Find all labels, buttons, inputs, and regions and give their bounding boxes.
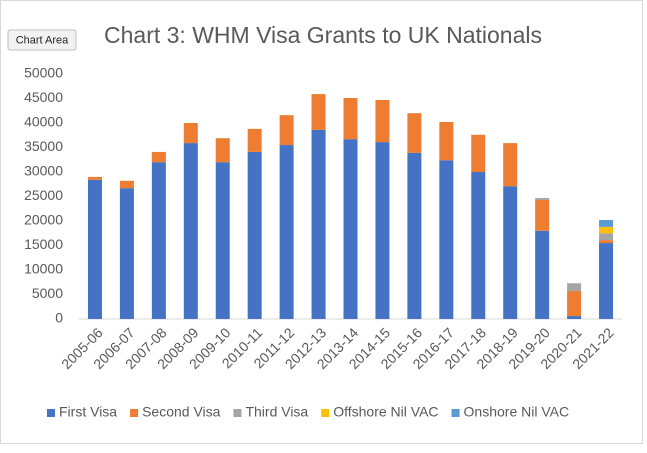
bar-segment [183, 123, 198, 144]
bar-segment [535, 199, 550, 231]
bar-segment [439, 122, 454, 161]
y-tick-label: 25000 [24, 187, 63, 203]
tooltip-box [7, 29, 77, 51]
bar-segment [151, 151, 166, 163]
legend-swatch [47, 409, 55, 417]
bar-segment [375, 99, 390, 143]
legend-label: Second Visa [142, 404, 221, 420]
bar-segment [471, 134, 486, 172]
y-tick-label: 45000 [24, 89, 63, 105]
bar-segment [311, 129, 326, 319]
chart-title: Chart 3: WHM Visa Grants to UK Nationals [104, 22, 542, 48]
bar-segment [567, 316, 582, 319]
bar-segment [343, 139, 358, 319]
bar-segment [279, 145, 294, 319]
y-tick-label: 30000 [24, 163, 63, 179]
bar-segment [439, 160, 454, 319]
bar-segment [471, 172, 486, 319]
bar-segment [279, 115, 294, 146]
y-tick-label: 0 [55, 310, 63, 326]
bar-segment [183, 143, 198, 319]
y-tick-label: 15000 [24, 236, 63, 252]
bar-segment [247, 128, 262, 152]
bar-segment [151, 162, 166, 319]
bar-segment [567, 291, 582, 317]
bar-segment [535, 197, 550, 200]
bar-segment [311, 94, 326, 130]
legend-label: Offshore Nil VAC [333, 404, 438, 420]
y-tick-label: 35000 [24, 138, 63, 154]
bar-segment [375, 142, 390, 319]
legend-label: Third Visa [245, 404, 308, 420]
bar-segment [215, 162, 230, 319]
legend-swatch [130, 409, 139, 417]
bar-segment [215, 138, 230, 163]
bar-segment [87, 176, 102, 180]
y-tick-label: 10000 [24, 261, 63, 277]
bar-segment [567, 283, 582, 292]
bar-segment [599, 240, 614, 244]
bar-segment [247, 151, 262, 319]
legend-swatch [233, 409, 242, 417]
bar-segment [343, 98, 358, 140]
bar-segment [599, 233, 614, 241]
bar-segment [119, 188, 134, 319]
bar-segment [87, 179, 102, 319]
bar-segment [407, 152, 422, 319]
y-tick-label: 20000 [24, 212, 63, 228]
bar-segment [599, 220, 614, 227]
bar-segment [599, 243, 614, 319]
legend-swatch [451, 409, 460, 417]
bar-segment [503, 143, 518, 187]
y-tick-label: 50000 [24, 65, 63, 81]
bar-segment [535, 230, 550, 319]
legend-label: First Visa [59, 404, 117, 420]
bar-segment [599, 226, 614, 234]
bar-segment [407, 113, 422, 153]
bar-segment [503, 186, 518, 319]
legend-swatch [321, 409, 330, 417]
tooltip: Chart Area [16, 34, 69, 46]
y-tick-label: 5000 [32, 285, 63, 301]
y-tick-label: 40000 [24, 114, 63, 130]
bar-segment [119, 180, 134, 189]
legend-label: Onshore Nil VAC [464, 404, 570, 420]
